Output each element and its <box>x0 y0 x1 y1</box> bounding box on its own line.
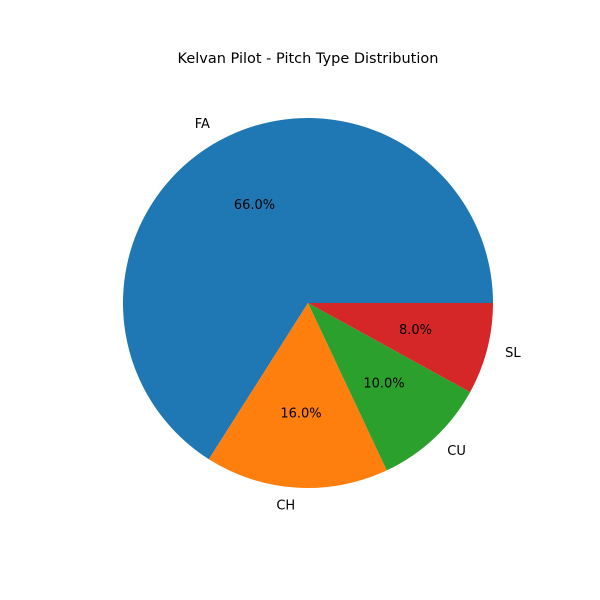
pie-slice-sl <box>308 303 493 393</box>
pie-slice-fa <box>123 118 493 460</box>
pct-label-ch: 16.0% <box>280 406 321 421</box>
slice-label-cu: CU <box>447 444 466 459</box>
pie-slice-ch <box>208 303 387 488</box>
pct-label-cu: 10.0% <box>363 376 404 391</box>
slice-label-ch: CH <box>276 499 295 514</box>
pct-label-sl: 8.0% <box>399 323 432 338</box>
chart-title: Kelvan Pilot - Pitch Type Distribution <box>178 51 439 67</box>
slice-label-fa: FA <box>195 117 210 132</box>
slice-label-sl: SL <box>505 346 521 361</box>
pie-slices <box>123 118 493 488</box>
pct-label-fa: 66.0% <box>234 198 275 213</box>
pie-slice-cu <box>308 303 471 471</box>
pie-labels: FA 66.0% CH 16.0% CU 10.0% SL 8.0% <box>195 117 522 513</box>
